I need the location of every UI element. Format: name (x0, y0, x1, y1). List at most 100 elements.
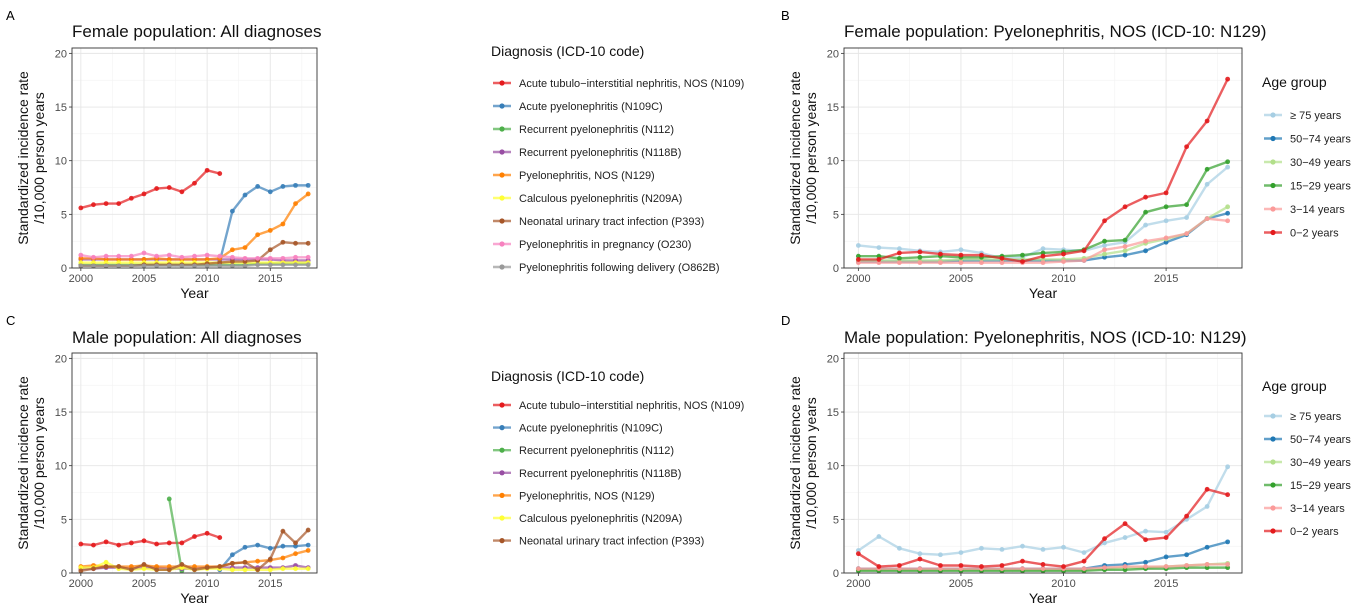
data-point (267, 228, 273, 233)
x-tick-label: 2000 (846, 578, 870, 590)
x-tick-label: 2015 (1154, 273, 1178, 285)
data-point (896, 246, 902, 252)
legend-item: Recurrent pyelonephritis (N112) (493, 445, 674, 457)
data-point (1061, 564, 1066, 569)
data-point (128, 567, 134, 573)
y-tick-label: 5 (833, 209, 839, 221)
legend-key-point (1270, 436, 1276, 442)
data-point (1081, 558, 1087, 564)
y-axis-label-line: Standardized incidence rate (787, 71, 803, 245)
y-axis-label-line: Standardized incidence rate (787, 376, 803, 550)
data-point (280, 262, 286, 268)
data-point (267, 247, 273, 253)
y-axis-label-line: Standardized incidence rate (15, 71, 31, 245)
data-point (1040, 246, 1046, 252)
legend-label: 0−2 years (1290, 526, 1339, 538)
data-point (293, 551, 298, 557)
data-point (154, 567, 160, 573)
legend: Diagnosis (ICD-10 code) Acute tubulo−inte… (491, 368, 744, 548)
data-point (192, 567, 197, 573)
data-point (305, 182, 311, 188)
data-point (154, 186, 160, 191)
data-point (1225, 218, 1231, 224)
data-point (103, 253, 109, 259)
data-point (242, 559, 248, 565)
data-point (128, 263, 134, 269)
data-point (305, 566, 311, 572)
data-point (938, 260, 943, 266)
data-point (293, 262, 298, 268)
data-point (293, 540, 298, 546)
legend-label: Pyelonephritis in pregnancy (O230) (519, 239, 691, 251)
data-point (999, 546, 1005, 552)
data-point (242, 567, 248, 573)
data-point (154, 263, 160, 269)
y-axis-label: Standardized incidence rate/10,000 perso… (15, 376, 47, 550)
data-point (91, 254, 96, 260)
legend-item: 3−14 years (1264, 503, 1345, 515)
data-point (179, 263, 185, 269)
y-axis-label: Standardized incidence rate/10,000 perso… (15, 71, 47, 245)
data-point (1225, 210, 1231, 216)
series-group (855, 76, 1231, 266)
legend-key-point (499, 515, 505, 521)
data-point (1020, 252, 1025, 258)
grid-lines (844, 353, 1242, 574)
series-group (78, 167, 311, 269)
data-point (217, 253, 223, 259)
legend-title: Age group (1262, 378, 1327, 394)
legend-label: ≥ 75 years (1290, 411, 1342, 423)
data-point (204, 252, 210, 258)
data-point (255, 184, 261, 189)
data-point (103, 539, 109, 545)
legend-label: Pyelonephritis, NOS (N129) (519, 170, 655, 182)
grid-lines (72, 353, 317, 574)
data-point (999, 260, 1005, 266)
data-point (1143, 222, 1148, 228)
data-point (1122, 204, 1128, 210)
y-tick-label: 15 (827, 407, 839, 419)
data-point (204, 530, 210, 536)
data-point (1122, 564, 1128, 569)
data-point (938, 552, 943, 558)
x-axis-label: Year (1029, 590, 1058, 604)
legend-item: Calculous pyelonephritis (N209A) (493, 193, 682, 205)
legend-label: Recurrent pyelonephritis (N118B) (519, 468, 681, 480)
data-point (958, 550, 964, 556)
data-point (267, 262, 273, 268)
data-point (1184, 215, 1190, 220)
data-point (1225, 204, 1231, 210)
data-point (917, 249, 923, 255)
data-point (141, 562, 147, 567)
data-point (999, 255, 1005, 261)
legend-label: 30−49 years (1290, 457, 1351, 469)
data-point (128, 195, 134, 201)
data-point (116, 564, 122, 569)
legend-item: ≥ 75 years (1264, 110, 1342, 122)
data-point (280, 528, 286, 534)
data-point (855, 243, 861, 248)
legend-label: Pyelonephritis, NOS (N129) (519, 490, 655, 502)
data-point (103, 201, 109, 207)
data-point (999, 563, 1005, 568)
data-point (1122, 521, 1128, 527)
legend-label: 3−14 years (1290, 503, 1345, 515)
data-point (1040, 260, 1046, 266)
legend-label: 15−29 years (1290, 181, 1351, 193)
chart-title: Male population: All diagnoses (72, 328, 302, 347)
legend: Diagnosis (ICD-10 code) Acute tubulo−inte… (491, 43, 744, 274)
data-point (1102, 536, 1107, 542)
data-point (217, 535, 223, 540)
data-point (1102, 251, 1107, 257)
legend-item: Pyelonephritis following delivery (O862B… (493, 262, 720, 274)
legend-label: 50−74 years (1290, 134, 1351, 146)
data-point (229, 263, 235, 269)
legend-key-point (499, 149, 505, 155)
legend-label: Acute tubulo−interstitial nephritis, NOS… (519, 78, 744, 90)
legend-item: 50−74 years (1264, 434, 1351, 446)
y-tick-label: 20 (55, 353, 67, 365)
y-tick-label: 10 (55, 156, 67, 168)
legend-key-point (499, 80, 505, 86)
legend-item: 30−49 years (1264, 157, 1351, 169)
panel-D: D Male population: Pyelonephritis, NOS (I… (781, 313, 1351, 604)
